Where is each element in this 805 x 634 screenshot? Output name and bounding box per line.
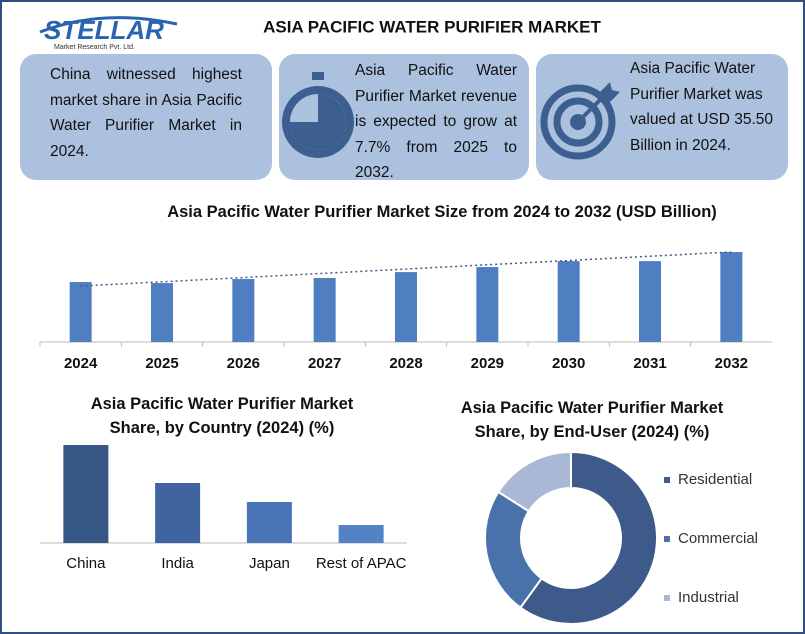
x-tick-label: 2027 (308, 355, 341, 372)
bar (155, 483, 201, 543)
bar (63, 445, 109, 543)
card-text: Asia Pacific Water Purifier Market reven… (355, 62, 517, 181)
x-tick-label: 2028 (389, 355, 422, 372)
card-text: Asia Pacific Water Purifier Market was v… (630, 60, 774, 154)
target-icon (540, 82, 620, 160)
legend-swatch (664, 595, 670, 601)
donut-slice (484, 490, 544, 609)
legend-label: Residential (678, 471, 752, 488)
chart-title: Asia Pacific Water Purifier Market Size … (167, 203, 717, 221)
legend-label: Industrial (678, 589, 739, 606)
stopwatch-icon (282, 72, 354, 158)
bar (395, 272, 417, 342)
bar (639, 261, 661, 342)
x-tick-label: 2031 (633, 355, 666, 372)
bar (232, 279, 255, 342)
bar (246, 502, 292, 543)
chart-title: Asia Pacific Water Purifier Market Share… (90, 395, 354, 437)
chart-title: Asia Pacific Water Purifier Market Share… (460, 399, 724, 441)
page-title: ASIA PACIFIC WATER PURIFIER MARKET (263, 17, 601, 36)
trendline (80, 251, 732, 287)
bar (476, 267, 499, 342)
x-tick-label: 2026 (227, 355, 260, 372)
legend-label: Commercial (678, 530, 758, 547)
bar (338, 525, 384, 543)
x-tick-label: China (66, 555, 106, 572)
bar (151, 283, 173, 342)
x-tick-label: 2029 (471, 355, 504, 372)
logo-swoosh (39, 16, 178, 34)
x-tick-label: 2024 (64, 355, 98, 372)
bar (557, 261, 580, 342)
bar (720, 252, 743, 342)
logo: STELLAR (44, 15, 164, 45)
bar (313, 278, 336, 342)
x-tick-label: 2025 (145, 355, 178, 372)
logo-subtitle: Market Research Pvt. Ltd. (54, 44, 135, 51)
x-tick-label: 2032 (715, 355, 748, 372)
x-tick-label: 2030 (552, 355, 585, 372)
legend-swatch (664, 477, 670, 483)
info-card: Asia Pacific Water Purifier Market reven… (279, 54, 529, 181)
x-tick-label: Rest of APAC (316, 555, 407, 572)
info-card: Asia Pacific Water Purifier Market was v… (536, 54, 788, 180)
x-tick-label: Japan (249, 555, 290, 572)
info-card: China witnessed highest market share in … (20, 54, 272, 180)
donut-slice (497, 450, 572, 513)
card-text: China witnessed highest market share in … (50, 66, 242, 160)
donut-slice (519, 450, 658, 625)
x-tick-label: India (161, 555, 194, 572)
legend-swatch (664, 536, 670, 542)
bar (69, 282, 92, 342)
